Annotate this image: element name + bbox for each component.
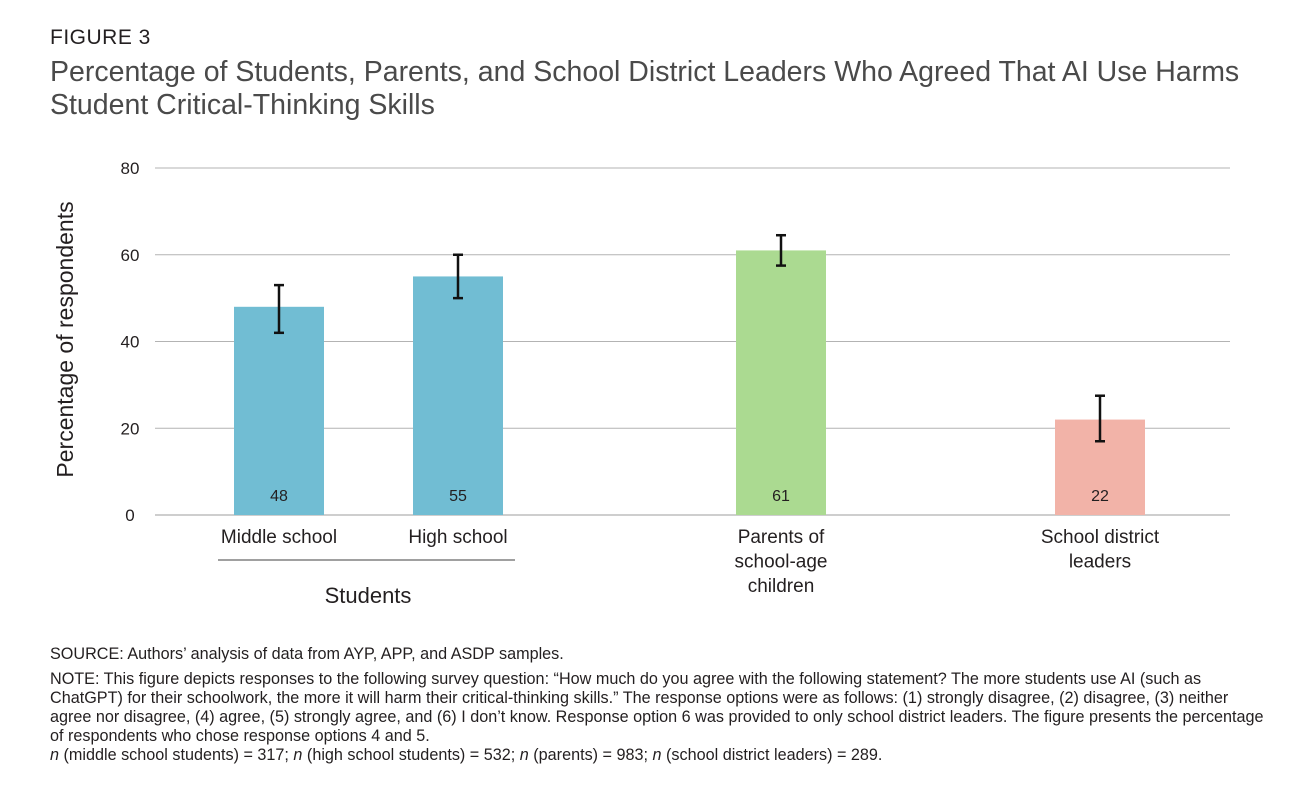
data-label: 22 (1091, 488, 1109, 505)
n-high-school: (high school students) = 532; (302, 746, 520, 764)
bar-chart: 0 20 40 60 80 Percentage of respondents 48 Midd… (52, 159, 1230, 608)
note-text: NOTE: This figure depicts responses to t… (50, 670, 1264, 745)
n-district-leaders: (school district leaders) = 289. (661, 746, 883, 764)
x-category-label: Parents of (738, 527, 825, 548)
group-label-students: Students (325, 583, 412, 608)
n-symbol: n (50, 746, 60, 764)
data-label: 48 (270, 488, 288, 505)
data-label: 55 (449, 488, 467, 505)
x-category-label: School district (1041, 527, 1160, 548)
y-tick-label: 0 (125, 506, 134, 525)
bar (736, 250, 826, 515)
source-text: SOURCE: Authors’ analysis of data from A… (50, 645, 564, 663)
notes-section: SOURCE: Authors’ analysis of data from A… (50, 645, 1270, 765)
x-category-label: leaders (1069, 552, 1131, 573)
y-tick-label: 40 (121, 333, 140, 352)
n-middle-school: (middle school students) = 317; (59, 746, 294, 764)
y-tick-label: 60 (121, 246, 140, 265)
n-symbol: n (519, 746, 529, 764)
y-tick-label: 20 (121, 419, 140, 438)
chart-title: Percentage of Students, Parents, and Sch… (50, 56, 1240, 121)
x-category-label: school-age (735, 552, 828, 573)
figure-label: FIGURE 3 (50, 26, 151, 49)
x-category-label: children (748, 576, 815, 597)
sample-sizes: n (middle school students) = 317; n (hig… (50, 746, 1270, 765)
y-tick-label: 80 (121, 159, 140, 178)
n-symbol: n (293, 746, 303, 764)
x-category-label: High school (408, 527, 507, 548)
x-category-label: Middle school (221, 527, 337, 548)
bar (234, 306, 324, 515)
y-axis-label: Percentage of respondents (52, 201, 78, 477)
n-symbol: n (652, 746, 662, 764)
bar (413, 276, 503, 515)
n-parents: (parents) = 983; (528, 746, 653, 764)
data-label: 61 (772, 488, 790, 505)
